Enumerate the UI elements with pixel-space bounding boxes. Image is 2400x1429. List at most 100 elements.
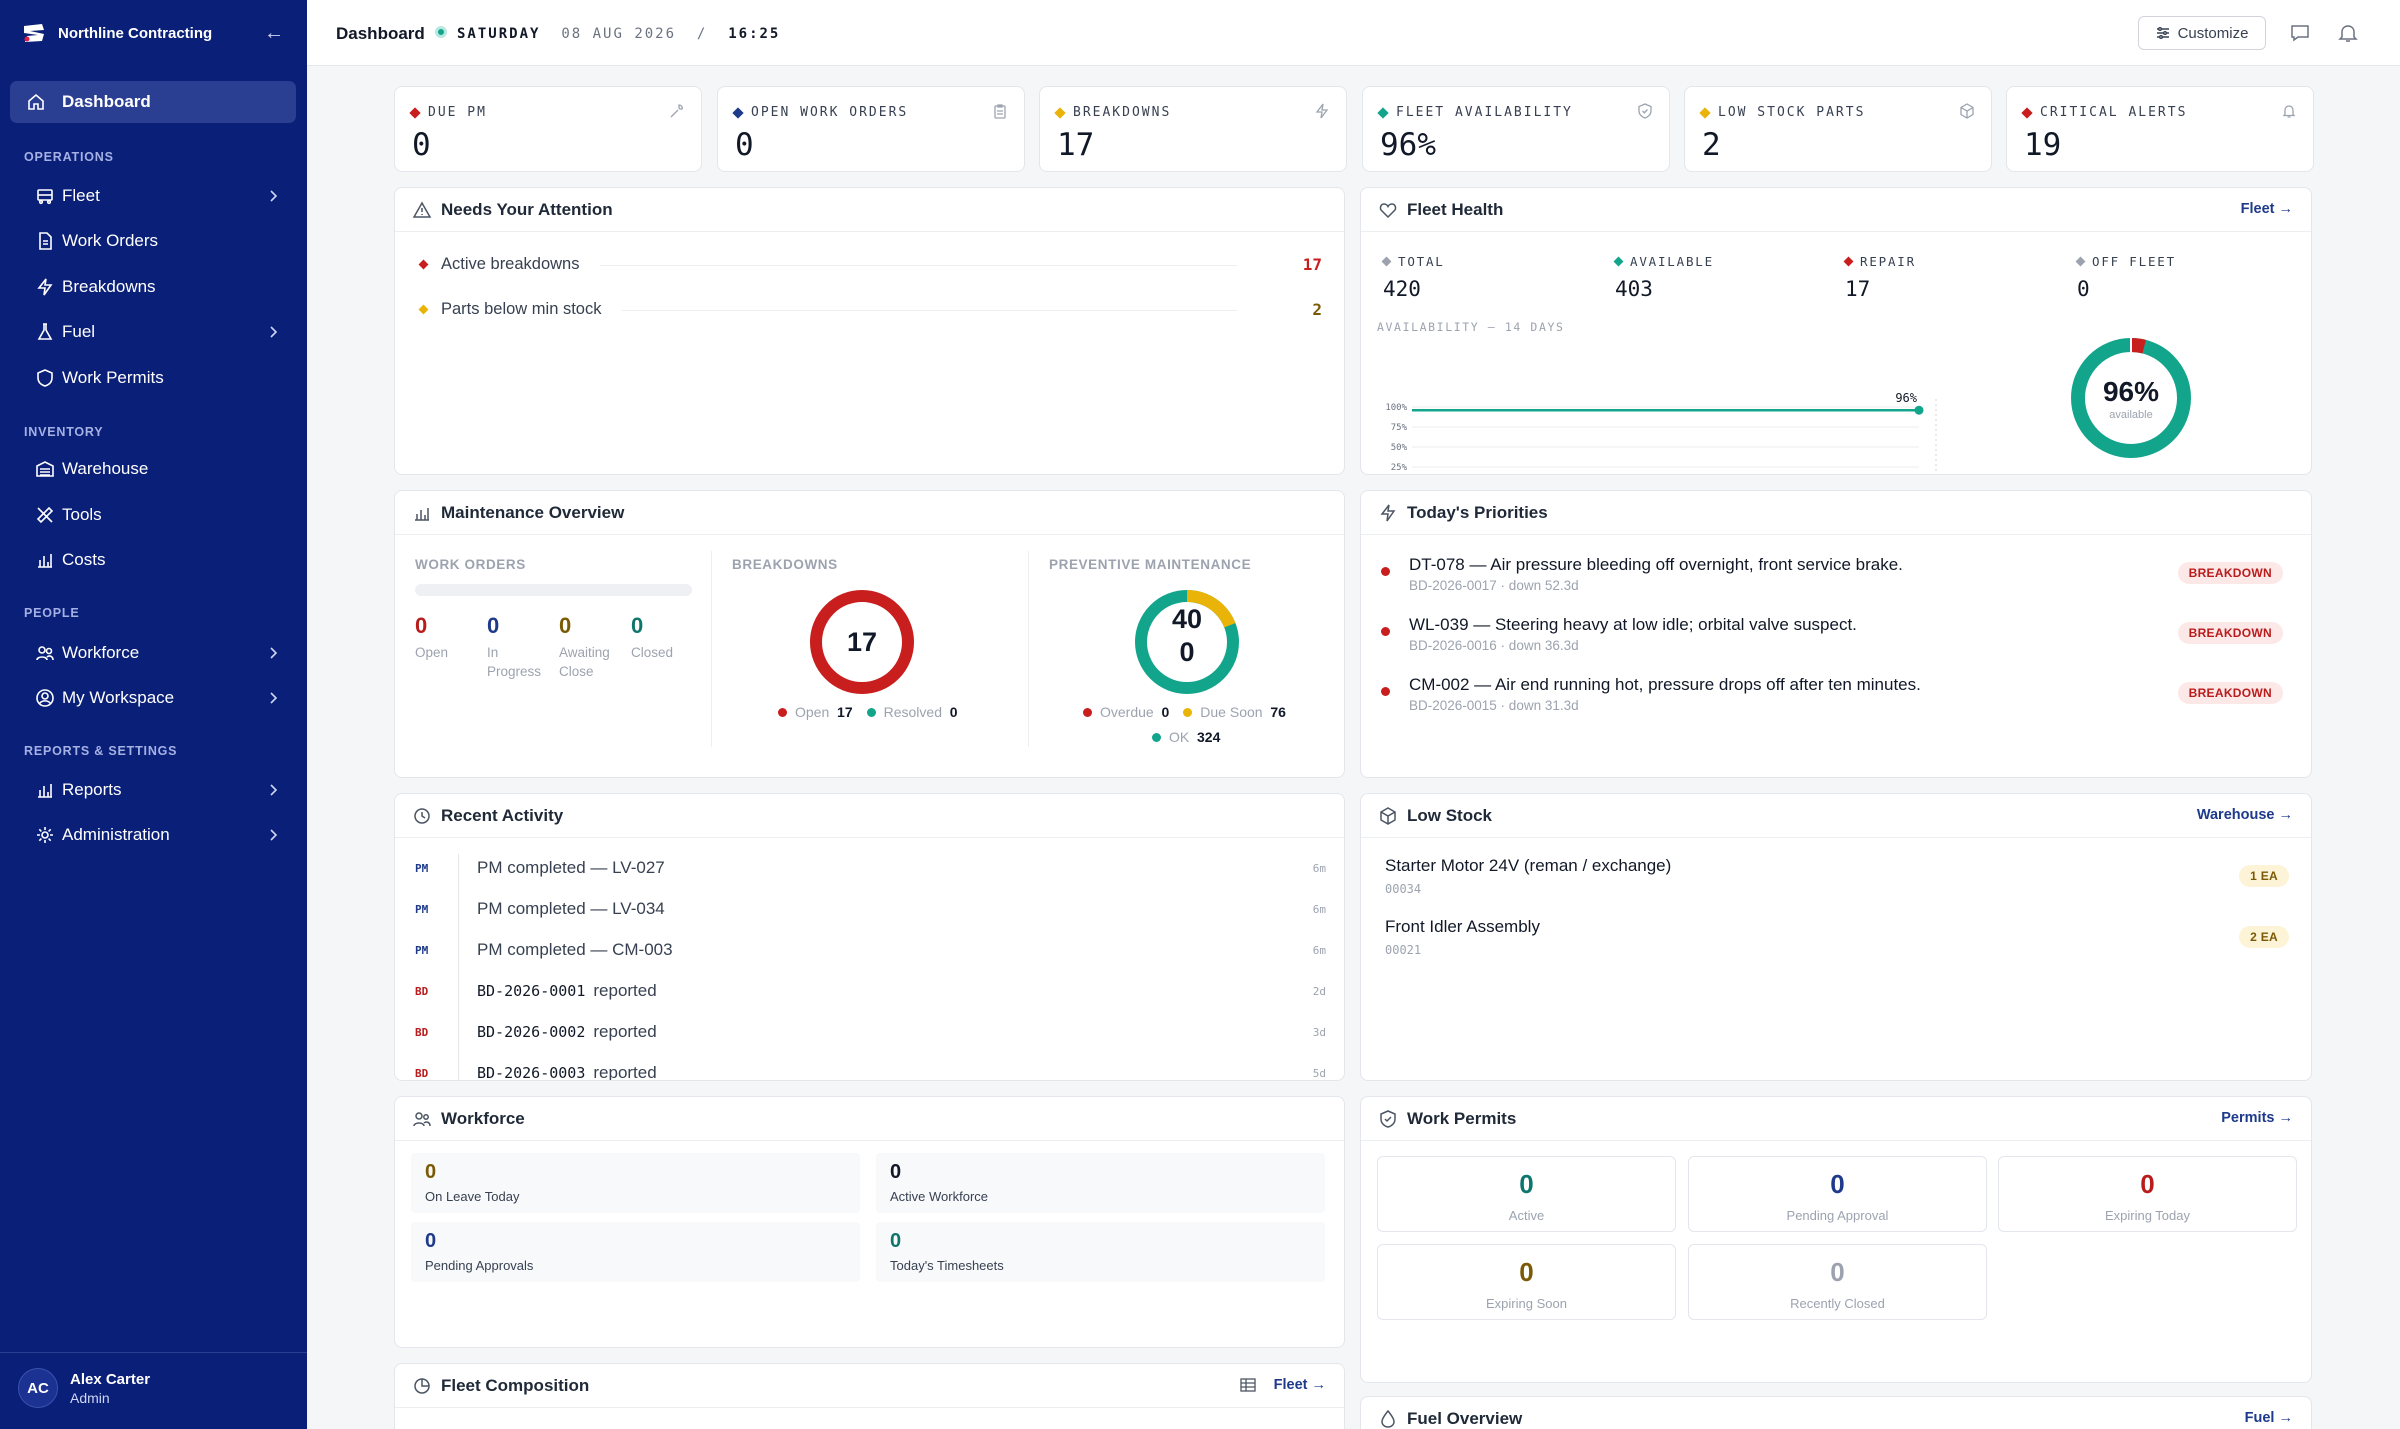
stat-label: OPEN WORK ORDERS bbox=[732, 105, 908, 120]
stat-card[interactable]: BREAKDOWNS 17 bbox=[1039, 86, 1347, 172]
permit-stat[interactable]: 0 Pending Approval bbox=[1688, 1156, 1987, 1232]
warehouse-link[interactable]: Warehouse → bbox=[2196, 807, 2293, 823]
user-profile[interactable]: AC Alex Carter Admin bbox=[18, 1368, 150, 1408]
activity-item[interactable]: BD BD-2026-0002 reported 3d bbox=[395, 1020, 1344, 1050]
sidebar-item-administration[interactable]: Administration bbox=[10, 816, 296, 854]
sidebar-item-reports[interactable]: Reports bbox=[10, 771, 296, 809]
stat-card[interactable]: DUE PM 0 bbox=[394, 86, 702, 172]
activity-item[interactable]: PM PM completed — CM-003 6m bbox=[395, 938, 1344, 968]
workforce-stat[interactable]: 0 Today's Timesheets bbox=[876, 1222, 1325, 1282]
table-icon[interactable] bbox=[1240, 1377, 1256, 1393]
activity-text: PM completed — LV-027 bbox=[477, 858, 665, 878]
work-order-stat[interactable]: 0 Closed bbox=[631, 613, 701, 662]
attention-item[interactable]: Parts below min stock 2 bbox=[417, 297, 1322, 323]
attention-value: 2 bbox=[1312, 300, 1322, 319]
priority-item[interactable]: WL-039 — Steering heavy at low idle; orb… bbox=[1379, 613, 2289, 663]
fleet-link[interactable]: Fleet → bbox=[2240, 201, 2293, 217]
bolt-icon bbox=[35, 277, 55, 297]
permit-stat[interactable]: 0 Recently Closed bbox=[1688, 1244, 1987, 1320]
stat-card[interactable]: CRITICAL ALERTS 19 bbox=[2006, 86, 2314, 172]
activity-text: BD-2026-0003 reported bbox=[477, 1063, 657, 1080]
permit-stat[interactable]: 0 Expiring Soon bbox=[1377, 1244, 1676, 1320]
heart-icon bbox=[1379, 201, 1397, 219]
sidebar-item-fleet[interactable]: Fleet bbox=[10, 177, 296, 215]
bell-icon[interactable] bbox=[2337, 22, 2359, 44]
workforce-label: Pending Approvals bbox=[425, 1258, 534, 1273]
stat-card[interactable]: OPEN WORK ORDERS 0 bbox=[717, 86, 1025, 172]
activity-item[interactable]: PM PM completed — LV-027 6m bbox=[395, 856, 1344, 886]
sidebar-item-work-orders[interactable]: Work Orders bbox=[10, 222, 296, 260]
breakdown-badge: BREAKDOWN bbox=[2177, 562, 2283, 584]
permit-value: 0 bbox=[1519, 1257, 1534, 1287]
activity-item[interactable]: BD BD-2026-0001 reported 2d bbox=[395, 979, 1344, 1009]
section-inventory: INVENTORY bbox=[24, 425, 104, 439]
low-stock-item[interactable]: Front Idler Assembly 00021 2 EA bbox=[1385, 917, 2289, 967]
activity-tag: BD bbox=[415, 1067, 429, 1080]
workforce-label: On Leave Today bbox=[425, 1189, 520, 1204]
y-tick-label: 75% bbox=[1391, 423, 1408, 433]
fleet-stat: REPAIR 17 bbox=[1843, 254, 1916, 301]
work-order-stat[interactable]: 0 In Progress bbox=[487, 613, 557, 681]
collapse-sidebar-icon[interactable]: ← bbox=[264, 22, 284, 44]
fleet-stat: TOTAL 420 bbox=[1381, 254, 1445, 301]
divider bbox=[0, 1352, 307, 1353]
messages-icon[interactable] bbox=[2289, 22, 2311, 44]
bar-chart-icon bbox=[35, 780, 55, 800]
customize-button[interactable]: Customize bbox=[2138, 16, 2266, 50]
attention-item[interactable]: Active breakdowns 17 bbox=[417, 252, 1322, 278]
card-title: Fleet Health bbox=[1407, 199, 1504, 219]
sidebar-item-breakdowns[interactable]: Breakdowns bbox=[10, 268, 296, 306]
sidebar-item-workforce[interactable]: Workforce bbox=[10, 634, 296, 672]
sidebar-item-my-workspace[interactable]: My Workspace bbox=[10, 679, 296, 717]
stat-label: CRITICAL ALERTS bbox=[2021, 105, 2187, 120]
status-marker bbox=[2021, 106, 2033, 119]
card-title: Low Stock bbox=[1407, 805, 1493, 825]
work-order-stat[interactable]: 0 Open bbox=[415, 613, 485, 662]
sidebar-item-fuel[interactable]: Fuel bbox=[10, 313, 296, 351]
fleet-health-card: Fleet Health Fleet → TOTAL 420 AVAILABLE 40… bbox=[1360, 187, 2312, 475]
workforce-stat[interactable]: 0 On Leave Today bbox=[411, 1153, 860, 1213]
fuel-link[interactable]: Fuel → bbox=[2244, 1410, 2293, 1426]
stat-card[interactable]: LOW STOCK PARTS 2 bbox=[1684, 86, 1992, 172]
activity-tag: PM bbox=[415, 862, 429, 875]
legend-due-soon-value: 76 bbox=[1270, 704, 1286, 720]
sidebar-item-tools[interactable]: Tools bbox=[10, 496, 296, 534]
quantity-badge: 1 EA bbox=[2239, 865, 2289, 887]
workforce-stat[interactable]: 0 Active Workforce bbox=[876, 1153, 1325, 1213]
work-order-label: In Progress bbox=[487, 645, 542, 679]
low-stock-item[interactable]: Starter Motor 24V (reman / exchange) 0003… bbox=[1385, 856, 2289, 906]
fleet-stat: AVAILABLE 403 bbox=[1613, 254, 1714, 301]
work-order-stat[interactable]: 0 Awaiting Close bbox=[559, 613, 629, 681]
sidebar-item-label: Work Permits bbox=[62, 368, 164, 387]
stat-value: 17 bbox=[1057, 127, 1095, 163]
stat-label: DUE PM bbox=[409, 105, 487, 120]
sidebar-item-work-permits[interactable]: Work Permits bbox=[10, 359, 296, 397]
fleet-stat-label: TOTAL bbox=[1381, 254, 1445, 269]
permit-stat[interactable]: 0 Active bbox=[1377, 1156, 1676, 1232]
attention-value: 17 bbox=[1302, 255, 1322, 274]
activity-item[interactable]: PM PM completed — LV-034 6m bbox=[395, 897, 1344, 927]
sidebar-item-costs[interactable]: Costs bbox=[10, 541, 296, 579]
workforce-stat[interactable]: 0 Pending Approvals bbox=[411, 1222, 860, 1282]
activity-tag: PM bbox=[415, 944, 429, 957]
permits-link[interactable]: Permits → bbox=[2221, 1110, 2293, 1126]
stat-value: 19 bbox=[2024, 127, 2062, 163]
users-icon bbox=[413, 1110, 431, 1128]
sidebar-item-warehouse[interactable]: Warehouse bbox=[10, 450, 296, 488]
priority-item[interactable]: DT-078 — Air pressure bleeding off overn… bbox=[1379, 553, 2289, 603]
permit-label: Expiring Soon bbox=[1486, 1296, 1567, 1311]
fleet-composition-link[interactable]: Fleet → bbox=[1273, 1377, 1326, 1393]
sidebar-item-dashboard[interactable]: Dashboard bbox=[10, 81, 296, 123]
weekday: SATURDAY bbox=[457, 26, 541, 42]
activity-item[interactable]: BD BD-2026-0003 reported 5d bbox=[395, 1061, 1344, 1080]
legend-overdue-label: Overdue bbox=[1100, 704, 1154, 720]
part-name: Starter Motor 24V (reman / exchange) bbox=[1385, 856, 1672, 875]
breakdowns-donut bbox=[810, 590, 914, 694]
low-stock-card: Low Stock Warehouse → Starter Motor 24V … bbox=[1360, 793, 2312, 1081]
sidebar-item-label: My Workspace bbox=[62, 688, 175, 707]
status-dot bbox=[1381, 687, 1390, 696]
stat-card[interactable]: FLEET AVAILABILITY 96% bbox=[1362, 86, 1670, 172]
priority-title: DT-078 — Air pressure bleeding off overn… bbox=[1409, 555, 1903, 574]
permit-stat[interactable]: 0 Expiring Today bbox=[1998, 1156, 2297, 1232]
priority-item[interactable]: CM-002 — Air end running hot, pressure d… bbox=[1379, 673, 2289, 723]
